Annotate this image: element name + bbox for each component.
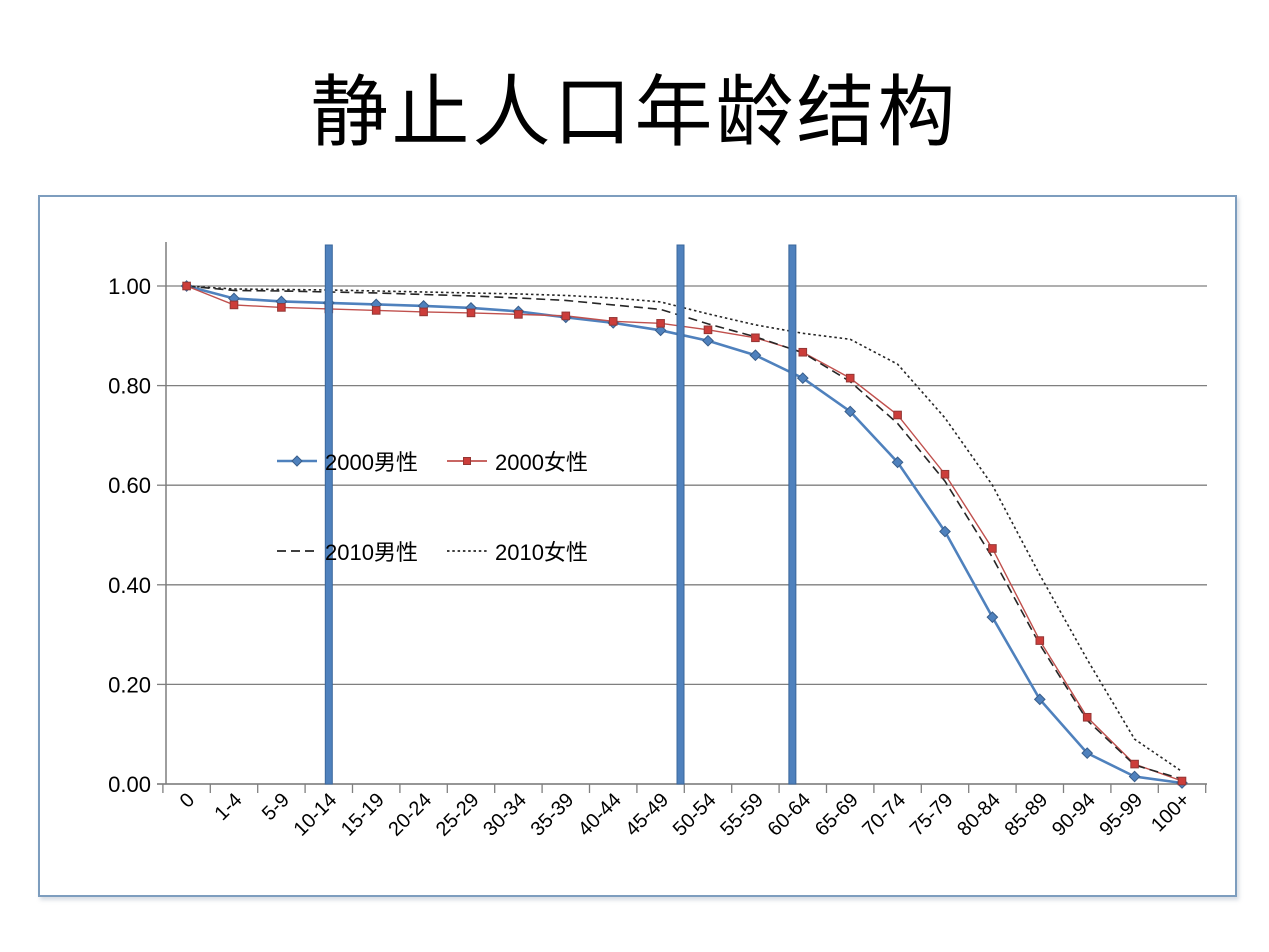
svg-text:35-39: 35-39 xyxy=(527,789,579,841)
legend-sample-2010-male-dashed-line xyxy=(276,544,318,558)
legend-sample-2010-female-dotted-line xyxy=(446,544,488,558)
svg-text:60-64: 60-64 xyxy=(764,789,816,841)
legend-entry-2000-male: 2000男性 xyxy=(276,447,418,475)
svg-text:95-99: 95-99 xyxy=(1095,789,1147,841)
gridlines xyxy=(166,285,1207,785)
svg-text:5-9: 5-9 xyxy=(258,789,294,825)
svg-text:65-69: 65-69 xyxy=(811,789,863,841)
svg-text:1-4: 1-4 xyxy=(211,789,247,825)
page-title: 静止人口年龄结构 xyxy=(310,68,959,158)
x-tick-marks xyxy=(162,784,1207,793)
svg-text:90-94: 90-94 xyxy=(1048,789,1100,841)
svg-text:0.60: 0.60 xyxy=(108,473,151,498)
chart-area: 1.00 0.80 0.60 0.40 0.20 0.00 0 1-4 5-9 10-14 15-1… xyxy=(38,195,1237,897)
legend-label-2000-female: 2000女性 xyxy=(495,450,588,475)
svg-text:50-54: 50-54 xyxy=(669,789,721,841)
legend-label-2010-male: 2010男性 xyxy=(325,540,418,565)
svg-text:0.20: 0.20 xyxy=(108,672,151,697)
svg-text:40-44: 40-44 xyxy=(574,789,626,841)
svg-text:70-74: 70-74 xyxy=(858,789,910,841)
svg-text:0.40: 0.40 xyxy=(108,573,151,598)
legend-label-2000-male: 2000男性 xyxy=(325,450,418,475)
svg-text:20-24: 20-24 xyxy=(384,789,436,841)
legend-entry-2000-female: 2000女性 xyxy=(446,447,588,475)
svg-text:1.00: 1.00 xyxy=(108,274,151,299)
svg-text:0.80: 0.80 xyxy=(108,374,151,399)
svg-text:0: 0 xyxy=(176,789,199,812)
legend-sample-2000-female-line-square xyxy=(446,454,488,468)
svg-text:10-14: 10-14 xyxy=(290,789,342,841)
svg-text:45-49: 45-49 xyxy=(621,789,673,841)
legend-label-2010-female: 2010女性 xyxy=(495,540,588,565)
svg-text:30-34: 30-34 xyxy=(479,789,531,841)
svg-text:0.00: 0.00 xyxy=(108,772,151,797)
y-tick-labels: 1.00 0.80 0.60 0.40 0.20 0.00 xyxy=(108,274,151,797)
svg-text:80-84: 80-84 xyxy=(953,789,1005,841)
svg-text:100+: 100+ xyxy=(1147,789,1194,836)
svg-text:55-59: 55-59 xyxy=(716,789,768,841)
svg-text:75-79: 75-79 xyxy=(906,789,958,841)
legend-entry-2010-male: 2010男性 xyxy=(276,537,418,565)
vertical-highlight-bars xyxy=(324,244,797,785)
svg-text:85-89: 85-89 xyxy=(1001,789,1053,841)
chart-svg: 1.00 0.80 0.60 0.40 0.20 0.00 0 1-4 5-910-1415-1… xyxy=(108,242,1207,841)
x-tick-labels: 0 1-4 5-910-1415-1920-2425-2930-3435-3940-… xyxy=(176,789,1195,841)
svg-text:15-19: 15-19 xyxy=(337,789,389,841)
legend-sample-2000-male-line-diamond xyxy=(276,454,318,468)
svg-text:25-29: 25-29 xyxy=(432,789,484,841)
legend-entry-2010-female: 2010女性 xyxy=(446,537,588,565)
